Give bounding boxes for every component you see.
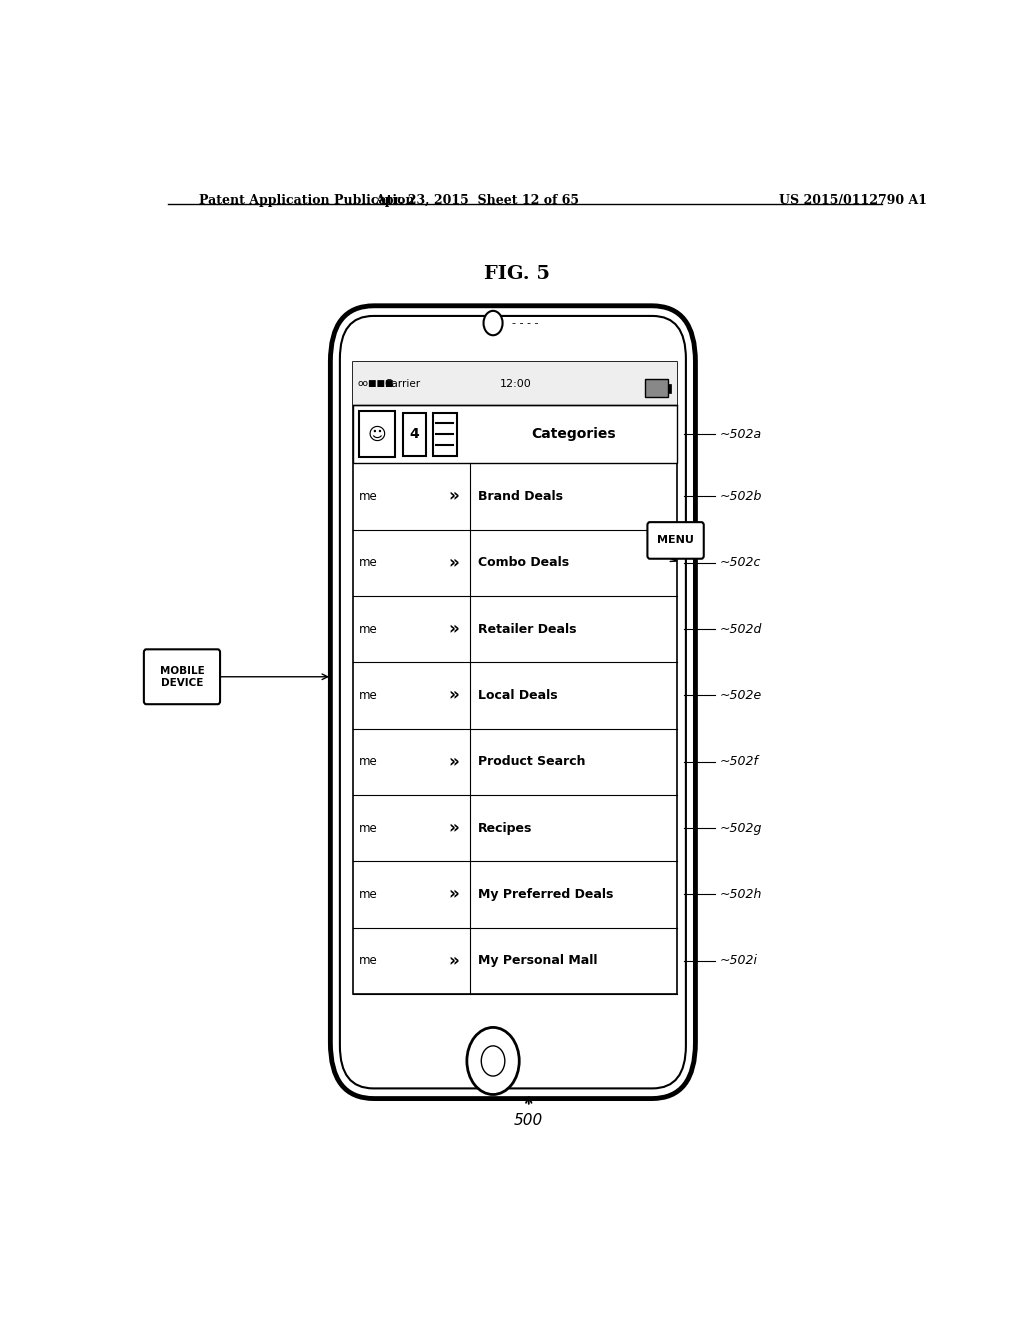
- Circle shape: [481, 1045, 505, 1076]
- Text: Retailer Deals: Retailer Deals: [478, 623, 577, 636]
- Text: me: me: [359, 755, 378, 768]
- Text: ~502c: ~502c: [719, 556, 761, 569]
- Text: »: »: [449, 554, 460, 572]
- Text: ~502b: ~502b: [719, 490, 762, 503]
- Text: 4: 4: [410, 428, 420, 441]
- Text: »: »: [449, 752, 460, 771]
- Circle shape: [483, 312, 503, 335]
- Text: »: »: [449, 620, 460, 638]
- FancyBboxPatch shape: [647, 523, 703, 558]
- Text: ~502d: ~502d: [719, 623, 762, 636]
- Bar: [433, 413, 457, 457]
- Text: me: me: [359, 689, 378, 702]
- Bar: [352, 362, 677, 405]
- Text: Combo Deals: Combo Deals: [478, 556, 569, 569]
- FancyBboxPatch shape: [143, 649, 220, 704]
- Text: me: me: [359, 888, 378, 902]
- Text: me: me: [359, 954, 378, 968]
- Bar: [668, 384, 671, 392]
- Text: Apr. 23, 2015  Sheet 12 of 65: Apr. 23, 2015 Sheet 12 of 65: [375, 194, 580, 207]
- Text: ~502g: ~502g: [719, 821, 762, 834]
- Text: »: »: [449, 952, 460, 970]
- Text: oo■■■: oo■■■: [357, 379, 394, 388]
- Text: FIG. 5: FIG. 5: [484, 265, 550, 282]
- Text: »: »: [449, 487, 460, 506]
- Text: My Preferred Deals: My Preferred Deals: [478, 888, 613, 902]
- Text: me: me: [359, 821, 378, 834]
- Bar: [352, 405, 677, 463]
- Text: Product Search: Product Search: [478, 755, 586, 768]
- Circle shape: [467, 1027, 519, 1094]
- Text: ~502a: ~502a: [719, 428, 762, 441]
- Text: MOBILE
DEVICE: MOBILE DEVICE: [160, 667, 205, 688]
- Text: ~502e: ~502e: [719, 689, 762, 702]
- Bar: [352, 362, 677, 994]
- Text: 500: 500: [514, 1113, 544, 1127]
- Text: Categories: Categories: [531, 428, 615, 441]
- FancyBboxPatch shape: [340, 315, 686, 1089]
- Text: My Personal Mall: My Personal Mall: [478, 954, 597, 968]
- Text: me: me: [359, 556, 378, 569]
- Text: me: me: [359, 623, 378, 636]
- Bar: [402, 413, 426, 457]
- Bar: [645, 379, 668, 397]
- Text: Patent Application Publication: Patent Application Publication: [200, 194, 415, 207]
- Text: MENU: MENU: [657, 536, 694, 545]
- Bar: [359, 412, 394, 457]
- Text: »: »: [449, 886, 460, 903]
- Text: me: me: [359, 490, 378, 503]
- Text: ~502f: ~502f: [719, 755, 758, 768]
- Text: Local Deals: Local Deals: [478, 689, 558, 702]
- Text: »: »: [449, 820, 460, 837]
- Text: US 2015/0112790 A1: US 2015/0112790 A1: [778, 194, 927, 207]
- Text: Carrier: Carrier: [384, 379, 421, 388]
- Text: ☺: ☺: [368, 425, 386, 444]
- FancyBboxPatch shape: [331, 306, 695, 1098]
- Text: ~502h: ~502h: [719, 888, 762, 902]
- Text: »: »: [449, 686, 460, 705]
- Text: Brand Deals: Brand Deals: [478, 490, 563, 503]
- Text: 12:00: 12:00: [500, 379, 531, 388]
- Text: - - - -: - - - -: [512, 318, 538, 329]
- Text: ~502i: ~502i: [719, 954, 757, 968]
- Text: Recipes: Recipes: [478, 821, 532, 834]
